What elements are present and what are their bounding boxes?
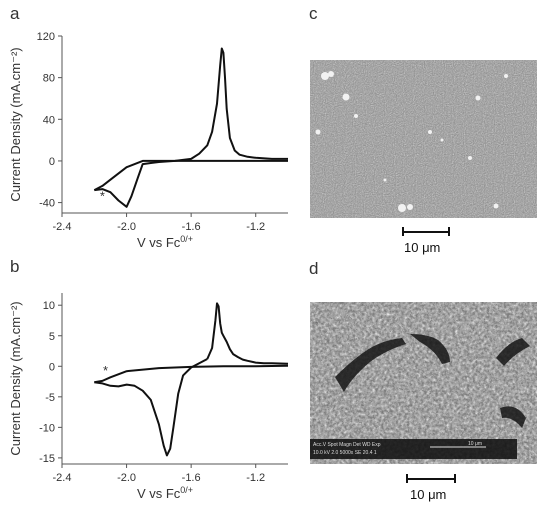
scalebar-line — [402, 231, 450, 233]
sem-info-bar — [310, 439, 517, 459]
x-tick-label: -1.6 — [182, 221, 201, 233]
axes-frame — [61, 293, 288, 465]
scalebar-label: 10 μm — [410, 487, 447, 502]
y-tick-label: 0 — [49, 156, 55, 168]
cv-curve-segment-1 — [94, 358, 208, 457]
cv-curve-segment-2 — [206, 302, 289, 365]
cyclic-voltammogram-b: 10 5 0 -5 -10 -15 -2.4 -2.0 -1.6 -1.2 V vs Fc0/+ Cu… — [8, 293, 289, 501]
cv-curve-segment-1 — [94, 47, 288, 208]
x-tick-label: -1.2 — [246, 472, 265, 484]
sem-image-d: Acc.V Spot Magn Det WD Exp 10.0 kV 2.0 5… — [310, 302, 537, 464]
y-tick-label: 40 — [43, 114, 55, 126]
cyclic-voltammogram-a: 120 80 40 0 -40 -2.4 -2.0 -1.6 -1.2 V vs Fc0/+ Cur… — [8, 31, 288, 250]
x-tick-label: -2.0 — [117, 472, 136, 484]
y-tick-label: -40 — [39, 198, 55, 210]
scalebar-tick-right — [448, 227, 450, 236]
asterisk-annotation: * — [100, 189, 105, 204]
x-tick-label: -1.2 — [246, 221, 265, 233]
axes-frame — [61, 36, 288, 214]
y-tick-label: -5 — [45, 392, 55, 404]
sem-info-right: 10 μm — [468, 441, 482, 447]
y-tick-label: 10 — [43, 300, 55, 312]
x-tick-label: -2.4 — [53, 472, 72, 484]
scalebar-line — [406, 478, 456, 480]
sem-info-left2: 10.0 kV 2.0 5000x SE 20.4 1 — [313, 450, 377, 456]
sem-image-c — [310, 60, 537, 218]
sem-dark-trench-d — [335, 334, 530, 428]
panel-letter-c: c — [309, 4, 318, 23]
scalebar-tick-left — [406, 474, 408, 483]
x-tick-label: -2.4 — [53, 221, 72, 233]
y-tick-label: 0 — [49, 361, 55, 373]
sem-particles-c — [315, 71, 508, 212]
scalebar-tick-left — [402, 227, 404, 236]
y-axis-label: Current Density (mA.cm⁻²) — [8, 47, 23, 201]
y-tick-label: -10 — [39, 422, 55, 434]
y-tick-label: 120 — [37, 31, 55, 43]
cv-curve-segment-3 — [94, 364, 289, 384]
scalebar-d: 10 μm — [406, 473, 458, 505]
panel-letter-a: a — [10, 4, 20, 23]
y-tick-label: 80 — [43, 73, 55, 85]
panel-letter-d: d — [309, 259, 319, 278]
scalebar-c: 10 μm — [402, 226, 452, 256]
scalebar-label: 10 μm — [404, 240, 441, 255]
y-tick-label: 5 — [49, 331, 55, 343]
scalebar-tick-right — [454, 474, 456, 483]
sem-info-left: Acc.V Spot Magn Det WD Exp — [313, 442, 381, 448]
x-tick-label: -1.6 — [182, 472, 201, 484]
x-axis-label: V vs Fc0/+ — [137, 234, 193, 250]
y-axis-label: Current Density (mA.cm⁻²) — [8, 301, 23, 455]
x-tick-label: -2.0 — [117, 221, 136, 233]
cv-curve-segment-2 — [93, 159, 288, 191]
y-tick-label: -15 — [39, 453, 55, 465]
panel-letter-b: b — [10, 257, 20, 276]
asterisk-annotation: * — [103, 363, 108, 378]
x-axis-label: V vs Fc0/+ — [137, 485, 193, 501]
